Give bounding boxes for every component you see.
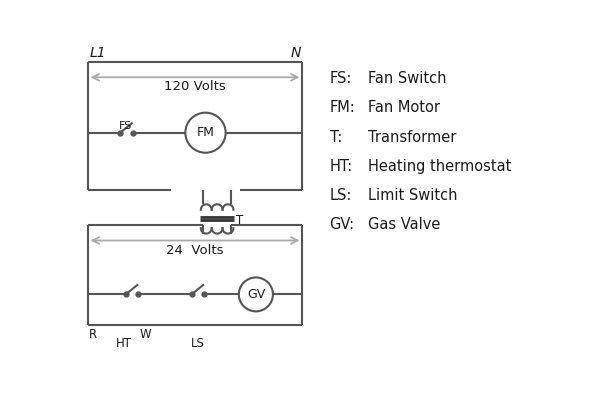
Text: L1: L1 <box>89 46 106 60</box>
Text: Fan Motor: Fan Motor <box>368 100 440 115</box>
Text: 120 Volts: 120 Volts <box>164 80 225 93</box>
Text: 24  Volts: 24 Volts <box>166 244 224 256</box>
Text: Fan Switch: Fan Switch <box>368 71 447 86</box>
Text: GV: GV <box>247 288 265 301</box>
Text: Gas Valve: Gas Valve <box>368 218 441 232</box>
Text: GV:: GV: <box>329 218 355 232</box>
Text: R: R <box>88 328 97 340</box>
Text: N: N <box>290 46 301 60</box>
Text: FS:: FS: <box>329 71 352 86</box>
Text: T: T <box>236 214 243 227</box>
Text: FS: FS <box>119 121 132 131</box>
Text: LS:: LS: <box>329 188 352 203</box>
Text: FM: FM <box>196 126 214 139</box>
Text: W: W <box>140 328 151 340</box>
Text: HT:: HT: <box>329 159 353 174</box>
Text: Transformer: Transformer <box>368 130 457 145</box>
Text: HT: HT <box>116 337 132 350</box>
Text: Limit Switch: Limit Switch <box>368 188 458 203</box>
Text: Heating thermostat: Heating thermostat <box>368 159 512 174</box>
Text: T:: T: <box>329 130 342 145</box>
Text: LS: LS <box>191 337 205 350</box>
Text: FM:: FM: <box>329 100 355 115</box>
